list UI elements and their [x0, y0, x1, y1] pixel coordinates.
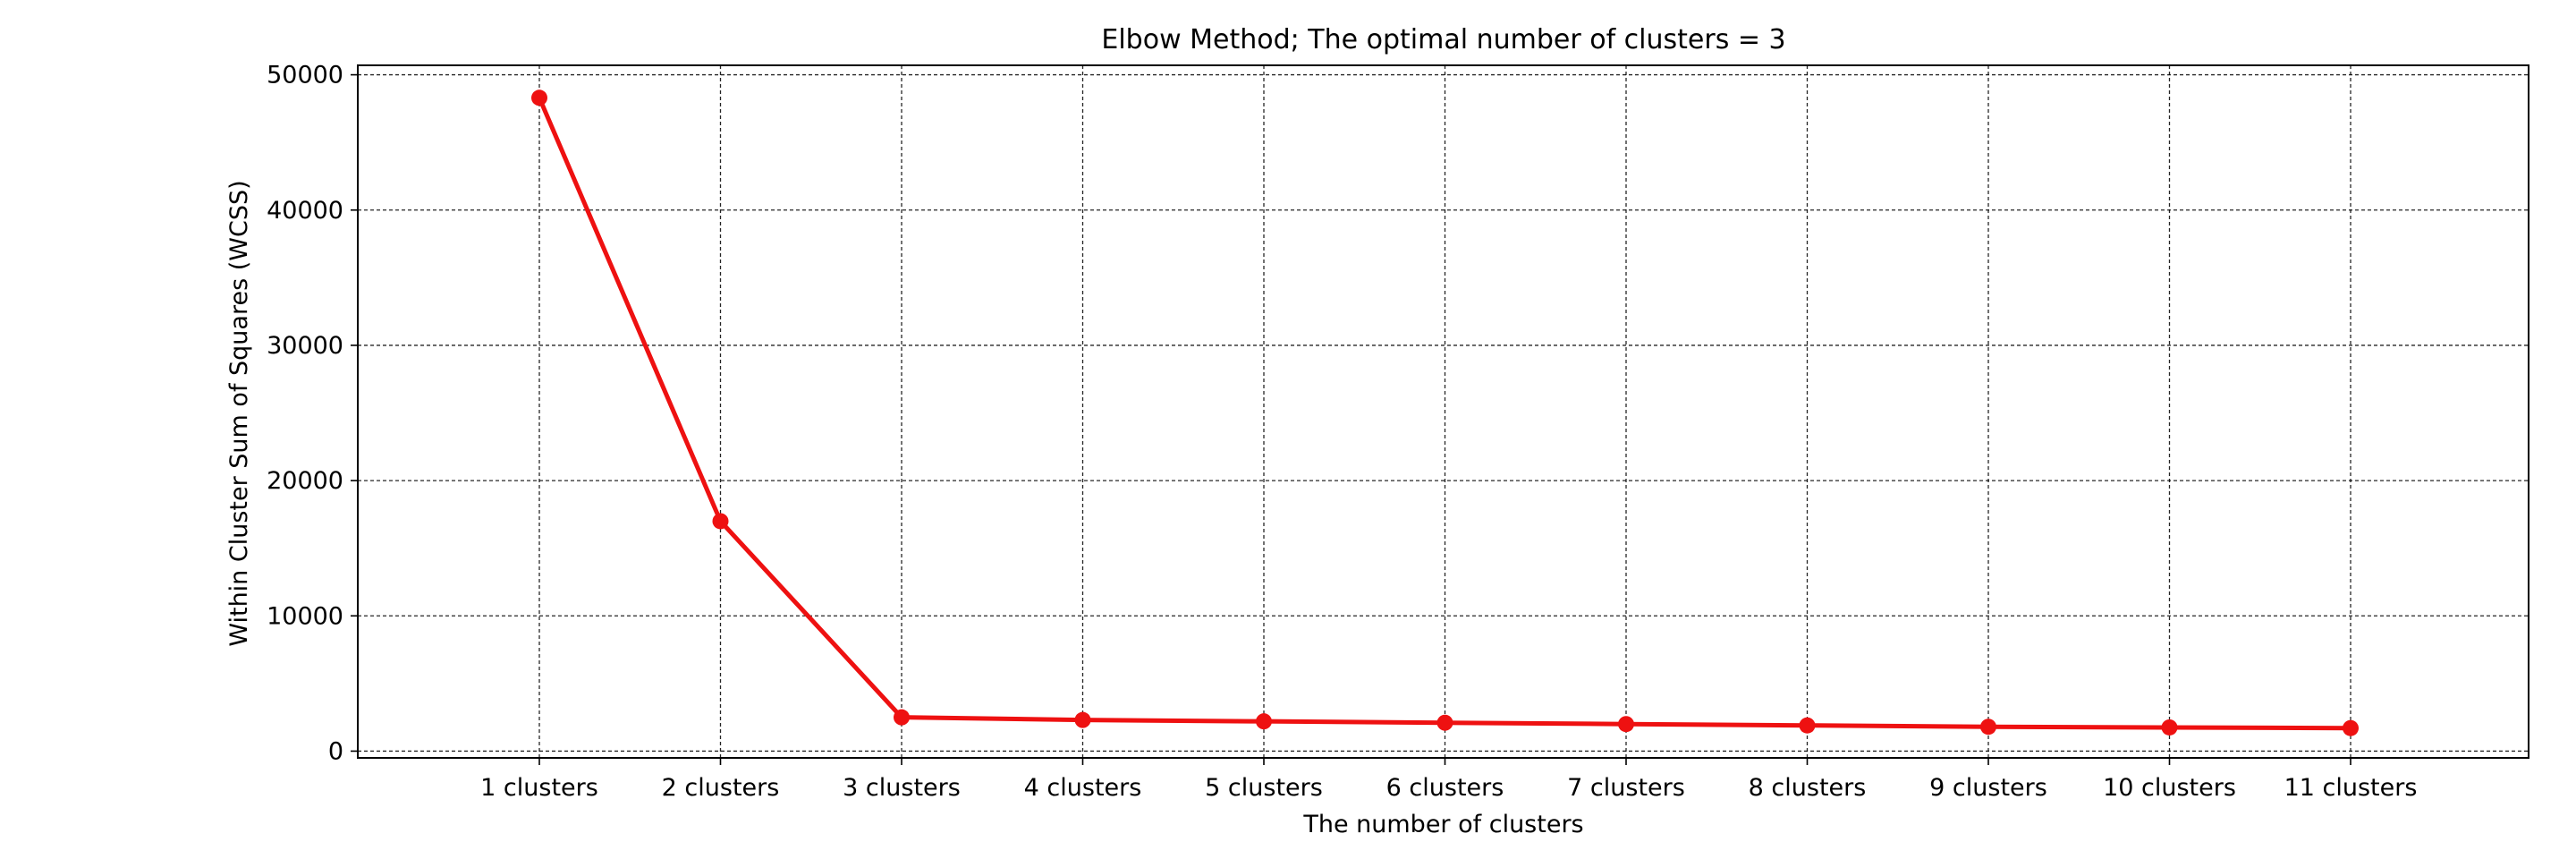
data-point	[2161, 719, 2178, 736]
data-point	[1256, 713, 1272, 730]
y-tick-label: 40000	[267, 197, 343, 225]
data-point	[1799, 717, 1816, 734]
x-tick-label: 2 clusters	[662, 774, 780, 802]
x-tick-label: 3 clusters	[843, 774, 961, 802]
y-tick-label: 10000	[267, 602, 343, 630]
x-tick-label: 7 clusters	[1567, 774, 1685, 802]
data-point	[2343, 719, 2359, 736]
y-tick-label: 20000	[267, 467, 343, 495]
data-point	[1618, 716, 1634, 733]
data-point	[531, 89, 547, 106]
x-tick-label: 4 clusters	[1024, 774, 1142, 802]
plot-area-frame	[357, 64, 2529, 759]
chart-title: Elbow Method; The optimal number of clus…	[1101, 24, 1785, 55]
data-point	[1436, 714, 1453, 731]
x-tick-label: 9 clusters	[1929, 774, 2047, 802]
data-point	[1980, 719, 1996, 736]
x-tick-label: 5 clusters	[1205, 774, 1323, 802]
y-tick-label: 50000	[267, 62, 343, 89]
x-tick-label: 10 clusters	[2103, 774, 2236, 802]
data-point	[894, 709, 910, 726]
x-tick-label: 11 clusters	[2284, 774, 2418, 802]
y-axis-label: Within Cluster Sum of Squares (WCSS)	[225, 180, 253, 646]
data-point	[1074, 711, 1091, 728]
x-tick-label: 6 clusters	[1386, 774, 1504, 802]
series-layer	[531, 89, 2359, 736]
y-tick-label: 0	[328, 737, 343, 765]
data-point	[712, 513, 729, 530]
y-tick-label: 30000	[267, 332, 343, 360]
x-tick-label: 1 clusters	[480, 774, 598, 802]
x-tick-label: 8 clusters	[1749, 774, 1867, 802]
x-axis-label: The number of clusters	[1302, 811, 1583, 838]
grid-lines	[358, 65, 2529, 758]
axes: 1 clusters 2 clusters 3 clusters 4 clusters…	[267, 62, 2417, 802]
